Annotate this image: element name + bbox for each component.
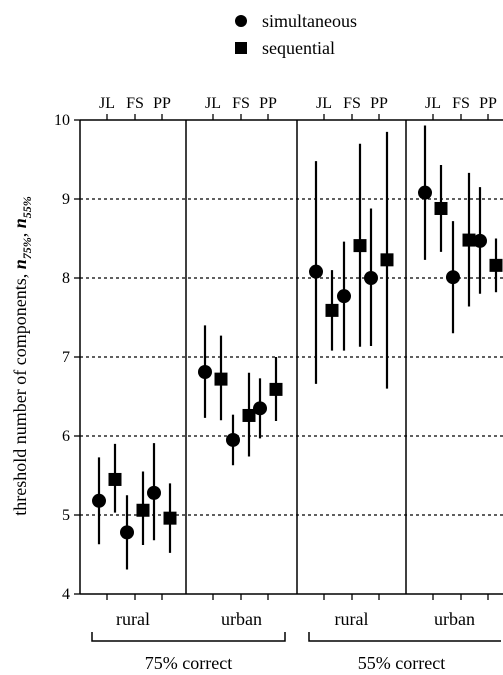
- group-bracket-1: [308, 632, 501, 642]
- y-tick-label-8: 8: [62, 270, 70, 287]
- group-bracket-0: [91, 632, 286, 642]
- point-sequential-PP: [163, 511, 177, 525]
- observer-label-JL: JL: [425, 95, 441, 112]
- panel-label-urban: urban: [221, 609, 262, 629]
- observer-label-PP: PP: [153, 95, 171, 112]
- group-label-1: 55% correct: [358, 653, 445, 673]
- point-simultaneous-FS: [446, 270, 460, 285]
- point-sequential-FS: [136, 503, 150, 517]
- y-axis-label-sub1: 75%: [20, 237, 34, 259]
- panel-0-rural: JL FS PP rural: [92, 95, 177, 629]
- plot-area: 4 5 6 7 8 9 10 JL FS PP rural JL FS PP urban JL FS PP rura…: [54, 95, 503, 673]
- point-simultaneous-PP: [364, 271, 378, 285]
- observer-label-FS: FS: [126, 95, 144, 112]
- point-sequential-PP: [269, 382, 283, 396]
- y-axis-label-sep: ,: [10, 228, 30, 237]
- point-simultaneous-FS: [120, 525, 134, 540]
- observer-label-PP: PP: [259, 95, 277, 112]
- y-axis-label-sub2: 55%: [20, 196, 34, 218]
- y-axis-label-prefix: threshold number of components,: [10, 269, 30, 515]
- panel-label-rural: rural: [116, 609, 150, 629]
- point-sequential-JL: [325, 303, 339, 317]
- point-sequential-JL: [434, 201, 448, 215]
- panel-1-urban: JL FS PP urban: [198, 95, 283, 629]
- point-simultaneous-PP: [147, 485, 161, 500]
- panel-label-urban: urban: [434, 609, 475, 629]
- y-tick-label-4: 4: [62, 586, 70, 603]
- observer-label-PP: PP: [370, 95, 388, 112]
- legend-label-sequential: sequential: [262, 38, 335, 58]
- point-sequential-FS: [462, 233, 476, 247]
- observer-label-PP: PP: [479, 95, 497, 112]
- y-axis-label-n1: n: [10, 259, 30, 269]
- observer-label-JL: JL: [99, 95, 115, 112]
- point-simultaneous-JL: [198, 365, 212, 380]
- y-tick-label-5: 5: [62, 507, 70, 524]
- observer-label-FS: FS: [343, 95, 361, 112]
- point-simultaneous-FS: [226, 432, 240, 447]
- y-axis-label-n2: n: [10, 218, 30, 228]
- point-simultaneous-JL: [92, 493, 106, 508]
- legend-marker-simultaneous: [235, 15, 247, 27]
- legend-label-simultaneous: simultaneous: [262, 11, 357, 31]
- point-sequential-JL: [108, 472, 122, 486]
- point-sequential-FS: [242, 408, 256, 422]
- observer-label-FS: FS: [232, 95, 250, 112]
- point-simultaneous-PP: [473, 233, 487, 248]
- legend: simultaneous sequential: [235, 11, 357, 58]
- point-simultaneous-JL: [418, 185, 432, 200]
- legend-marker-sequential: [235, 42, 247, 54]
- point-sequential-PP: [489, 258, 503, 272]
- y-tick-label-7: 7: [62, 349, 70, 366]
- observer-label-JL: JL: [205, 95, 221, 112]
- group-label-0: 75% correct: [145, 653, 232, 673]
- y-axis-label: threshold number of components, n75%, n5…: [10, 196, 34, 516]
- observer-label-FS: FS: [452, 95, 470, 112]
- panel-2-rural: JL FS PP rural: [309, 95, 394, 629]
- y-tick-label-6: 6: [62, 428, 70, 445]
- point-sequential-PP: [380, 253, 394, 267]
- point-simultaneous-JL: [309, 264, 323, 279]
- y-tick-label-9: 9: [62, 191, 70, 208]
- y-tick-label-10: 10: [54, 112, 70, 129]
- observer-label-JL: JL: [316, 95, 332, 112]
- point-simultaneous-FS: [337, 289, 351, 304]
- panel-3-urban: JL FS PP urban: [418, 95, 503, 629]
- point-sequential-FS: [353, 239, 367, 253]
- panel-label-rural: rural: [335, 609, 369, 629]
- point-sequential-JL: [214, 372, 228, 386]
- point-simultaneous-PP: [253, 401, 267, 416]
